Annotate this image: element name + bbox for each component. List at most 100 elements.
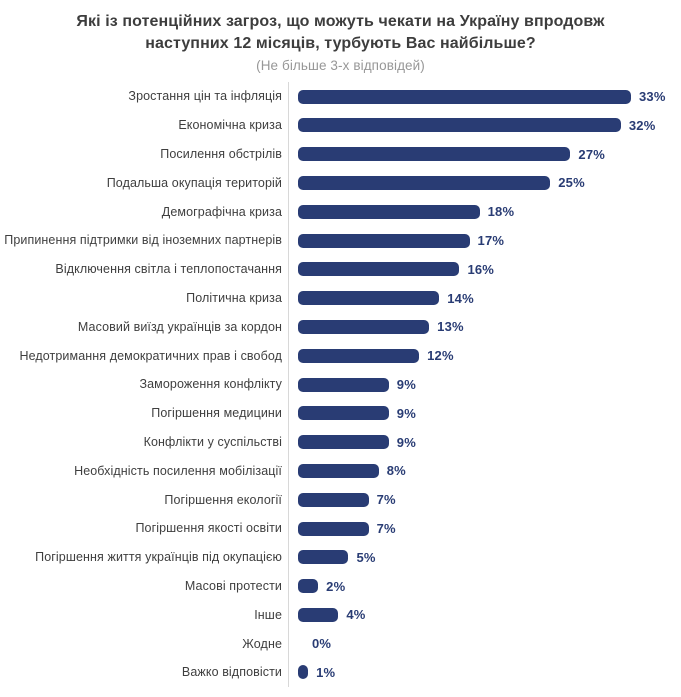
chart-row: Жодне 0%: [0, 629, 681, 659]
plot-area: 9%: [288, 427, 681, 457]
bar: [298, 147, 571, 162]
bar: [298, 262, 460, 277]
value-label: 5%: [356, 549, 376, 565]
value-label: 33%: [638, 89, 666, 105]
chart-row: Масові протести 2%: [0, 571, 681, 601]
bar: [298, 118, 621, 133]
plot-area: 13%: [288, 312, 681, 342]
value-label: 32%: [628, 117, 656, 133]
chart-row: Погіршення життя українців під окупацією…: [0, 542, 681, 572]
chart-row: Посилення обстрілів 27%: [0, 139, 681, 169]
bar: [298, 348, 420, 363]
value-label: 27%: [578, 146, 606, 162]
category-label: Жодне: [242, 636, 282, 651]
bar: [298, 463, 379, 478]
category-label: Погіршення якості освіти: [135, 521, 282, 536]
plot-area: 27%: [288, 139, 681, 169]
value-label: 17%: [477, 233, 505, 249]
chart-rows: Зростання цін та інфляція 33% Економічна…: [0, 82, 681, 687]
bar: [298, 89, 631, 104]
chart-row: Погіршення медицини 9%: [0, 398, 681, 428]
value-label: 18%: [487, 204, 515, 220]
bar: [298, 492, 369, 507]
plot-area: 33%: [288, 82, 681, 111]
category-label: Інше: [254, 607, 282, 622]
chart-row: Демографічна криза 18%: [0, 197, 681, 227]
value-label: 9%: [396, 434, 416, 450]
category-label: Відключення світла і теплопостачання: [55, 262, 282, 277]
plot-area: 8%: [288, 456, 681, 486]
category-label: Конфлікти у суспільстві: [143, 434, 282, 449]
plot-area: 7%: [288, 485, 681, 515]
value-label: 4%: [346, 607, 366, 623]
category-label: Економічна криза: [178, 118, 282, 133]
value-label: 7%: [376, 492, 396, 508]
chart-header: Які із потенційних загроз, що можуть чек…: [0, 0, 681, 73]
plot-area: 7%: [288, 514, 681, 543]
chart-row: Інше 4%: [0, 600, 681, 630]
chart-row: Недотримання демократичних прав і свобод…: [0, 341, 681, 371]
plot-area: 4%: [288, 600, 681, 630]
category-label: Зростання цін та інфляція: [128, 89, 282, 104]
category-label: Масовий виїзд українців за кордон: [77, 319, 282, 334]
chart-row: Замороження конфлікту 9%: [0, 370, 681, 399]
category-label: Погіршення екології: [164, 492, 282, 507]
category-label: Важко відповісти: [181, 665, 282, 680]
plot-area: 32%: [288, 110, 681, 140]
value-label: 12%: [427, 348, 454, 364]
category-label: Недотримання демократичних прав і свобод: [19, 348, 282, 363]
category-label: Погіршення медицини: [151, 406, 282, 421]
category-label: Масові протести: [184, 578, 282, 593]
chart-row: Конфлікти у суспільстві 9%: [0, 427, 681, 457]
chart-row: Зростання цін та інфляція 33%: [0, 82, 681, 111]
chart-row: Політична криза 14%: [0, 283, 681, 313]
category-label: Замороження конфлікту: [139, 377, 282, 392]
bar: [298, 233, 470, 248]
plot-area: 9%: [288, 370, 681, 399]
plot-area: 16%: [288, 254, 681, 284]
value-label: 1%: [316, 664, 336, 680]
bar: [298, 319, 430, 334]
plot-area: 12%: [288, 341, 681, 371]
bar: [298, 377, 389, 392]
bar: [298, 291, 440, 306]
chart-row: Подальша окупація територій 25%: [0, 168, 681, 198]
bar: [298, 406, 389, 421]
value-label: 8%: [386, 463, 406, 479]
category-label: Демографічна криза: [161, 204, 282, 219]
category-label: Погіршення життя українців під окупацією: [35, 550, 282, 565]
bar: [298, 204, 480, 219]
plot-area: 17%: [288, 226, 681, 255]
bar: [298, 607, 339, 622]
category-label: Посилення обстрілів: [160, 146, 282, 161]
value-label: 13%: [437, 319, 464, 335]
value-label: 2%: [326, 578, 346, 594]
chart-row: Необхідність посилення мобілізації 8%: [0, 456, 681, 486]
chart-row: Відключення світла і теплопостачання 16%: [0, 254, 681, 284]
value-label: 7%: [376, 521, 396, 536]
value-label: 0%: [312, 636, 332, 652]
chart-subtitle: (Не більше 3-х відповідей): [256, 58, 425, 74]
chart-row: Масовий виїзд українців за кордон 13%: [0, 312, 681, 342]
chart-row: Погіршення екології 7%: [0, 485, 681, 515]
plot-area: 25%: [288, 168, 681, 198]
chart-row: Припинення підтримки від іноземних партн…: [0, 226, 681, 255]
plot-area: 18%: [288, 197, 681, 227]
value-label: 9%: [396, 405, 416, 421]
value-label: 16%: [467, 261, 495, 277]
plot-area: 0%: [288, 629, 681, 659]
plot-area: 14%: [288, 283, 681, 313]
chart-row: Погіршення якості освіти 7%: [0, 514, 681, 543]
plot-area: 2%: [288, 571, 681, 601]
value-label: 9%: [396, 377, 416, 393]
chart-row: Економічна криза 32%: [0, 110, 681, 140]
bar: [298, 579, 319, 594]
category-label: Політична криза: [186, 290, 282, 305]
bar: [298, 665, 309, 680]
chart-row: Важко відповісти 1%: [0, 658, 681, 687]
bar: [298, 175, 551, 190]
category-label: Припинення підтримки від іноземних партн…: [4, 233, 282, 248]
bar: [298, 550, 349, 565]
bar-chart: Зростання цін та інфляція 33% Економічна…: [0, 82, 681, 687]
